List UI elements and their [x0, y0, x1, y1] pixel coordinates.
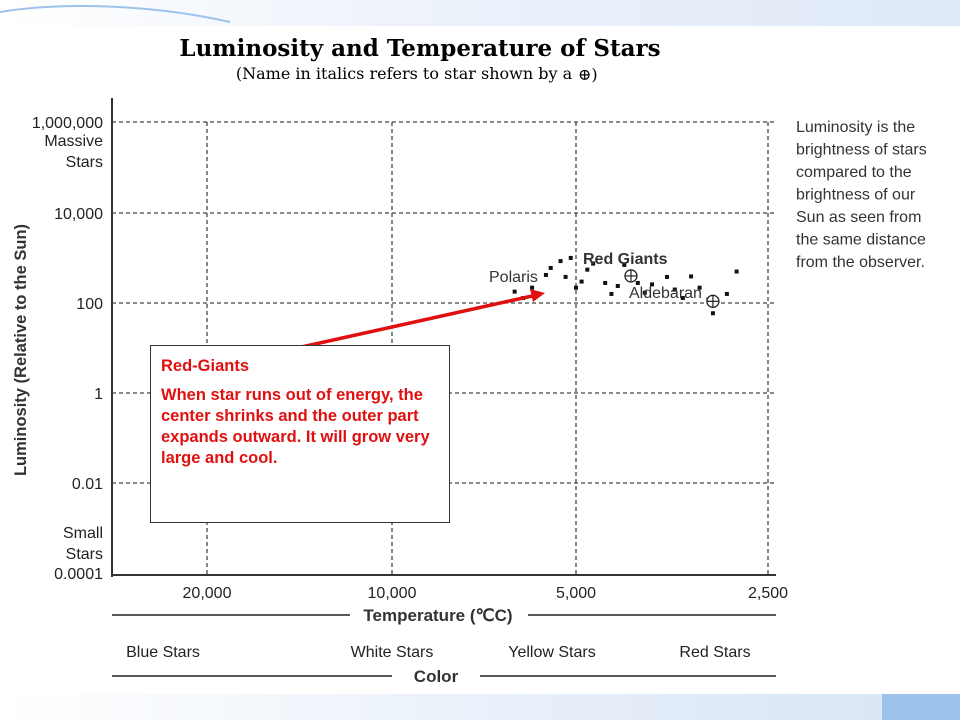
star-point	[603, 280, 608, 285]
x-tick-label: 10,000	[368, 585, 417, 602]
color-axis-label: Color	[414, 667, 459, 686]
star-point	[609, 291, 614, 296]
side-note-line: Luminosity is the	[796, 119, 915, 136]
star-point	[574, 285, 578, 290]
star-point	[530, 285, 535, 290]
star-point	[680, 296, 685, 301]
star-point	[548, 265, 553, 270]
color-categories: Blue Stars White Stars Yellow Stars Red Sta…	[126, 644, 750, 661]
callout-box: Red-Giants When star runs out of energy,…	[150, 345, 450, 523]
chart-subtitle: (Name in italics refers to star shown by…	[236, 64, 573, 83]
color-category-label: Yellow Stars	[508, 644, 595, 661]
callout-text: When star runs out of energy, the center…	[161, 386, 430, 467]
side-note-line: compared to the	[796, 164, 912, 181]
y-tick-label: 0.0001	[54, 566, 103, 583]
y-tick-label: 10,000	[54, 206, 103, 223]
star-point	[585, 267, 590, 272]
star-point	[642, 290, 647, 295]
y-tick-label: 1,000,000	[32, 115, 103, 132]
star-point	[563, 274, 568, 279]
x-axis-label: Temperature (℃C)	[363, 606, 512, 625]
y-tick-label: 1	[94, 386, 103, 403]
star-point	[697, 285, 702, 290]
highlighted-stars	[624, 269, 720, 308]
side-note-line: from the observer.	[796, 254, 925, 271]
star-point	[724, 291, 729, 296]
star-point	[622, 262, 627, 267]
star-point	[672, 287, 677, 292]
star-point	[650, 282, 655, 287]
star-point	[558, 259, 563, 264]
side-note: Luminosity is the brightness of stars comp…	[796, 119, 927, 271]
slide-top-decoration	[0, 0, 960, 26]
data-points	[512, 255, 739, 316]
star-point	[615, 283, 620, 288]
subtitle-symbol: ⊕)	[578, 65, 598, 84]
star-point	[579, 279, 584, 284]
star-point	[689, 274, 694, 279]
aldebaran-label: Aldebaran	[629, 285, 702, 302]
red-giants-label: Red Giants	[583, 251, 668, 268]
x-tick-label: 5,000	[556, 585, 596, 602]
y-tick-label: 100	[76, 296, 103, 313]
color-category-label: Blue Stars	[126, 644, 200, 661]
callout-title: Red-Giants	[161, 357, 250, 375]
star-point	[710, 311, 715, 316]
star-point	[664, 274, 669, 279]
y-tick-label: 0.01	[72, 476, 103, 493]
slide-swoosh-icon	[0, 5, 231, 23]
side-note-line: the same distance	[796, 232, 926, 249]
star-point	[635, 280, 640, 285]
y-note-massive: Massive	[44, 133, 103, 150]
side-note-line: brightness of our	[796, 187, 916, 204]
y-tick-labels: 1,000,000 10,000 100 1 0.01 0.0001	[32, 115, 103, 583]
callout-arrowhead-icon	[530, 289, 545, 302]
star-point	[543, 272, 548, 277]
color-category-label: White Stars	[351, 644, 434, 661]
slide-corner-decoration	[882, 694, 960, 720]
star-point	[591, 261, 596, 266]
side-note-line: Sun as seen from	[796, 209, 921, 226]
star-point	[568, 255, 573, 260]
slide-bottom-decoration	[0, 694, 960, 720]
star-point	[734, 269, 739, 274]
chart-title: Luminosity and Temperature of Stars	[179, 35, 660, 62]
y-note-stars-top: Stars	[66, 154, 103, 171]
callout-arrow	[287, 294, 533, 352]
side-note-line: brightness of stars	[796, 142, 927, 159]
star-point	[512, 289, 517, 294]
color-category-label: Red Stars	[679, 644, 750, 661]
x-tick-labels: 20,000 10,000 5,000 2,500	[183, 585, 789, 602]
x-tick-label: 2,500	[748, 585, 788, 602]
x-tick-label: 20,000	[183, 585, 232, 602]
y-axis-label: Luminosity (Relative to the Sun)	[12, 224, 30, 476]
y-note-stars-bottom: Stars	[66, 546, 103, 563]
polaris-label: Polaris	[489, 269, 538, 286]
y-note-small: Small	[63, 525, 103, 542]
